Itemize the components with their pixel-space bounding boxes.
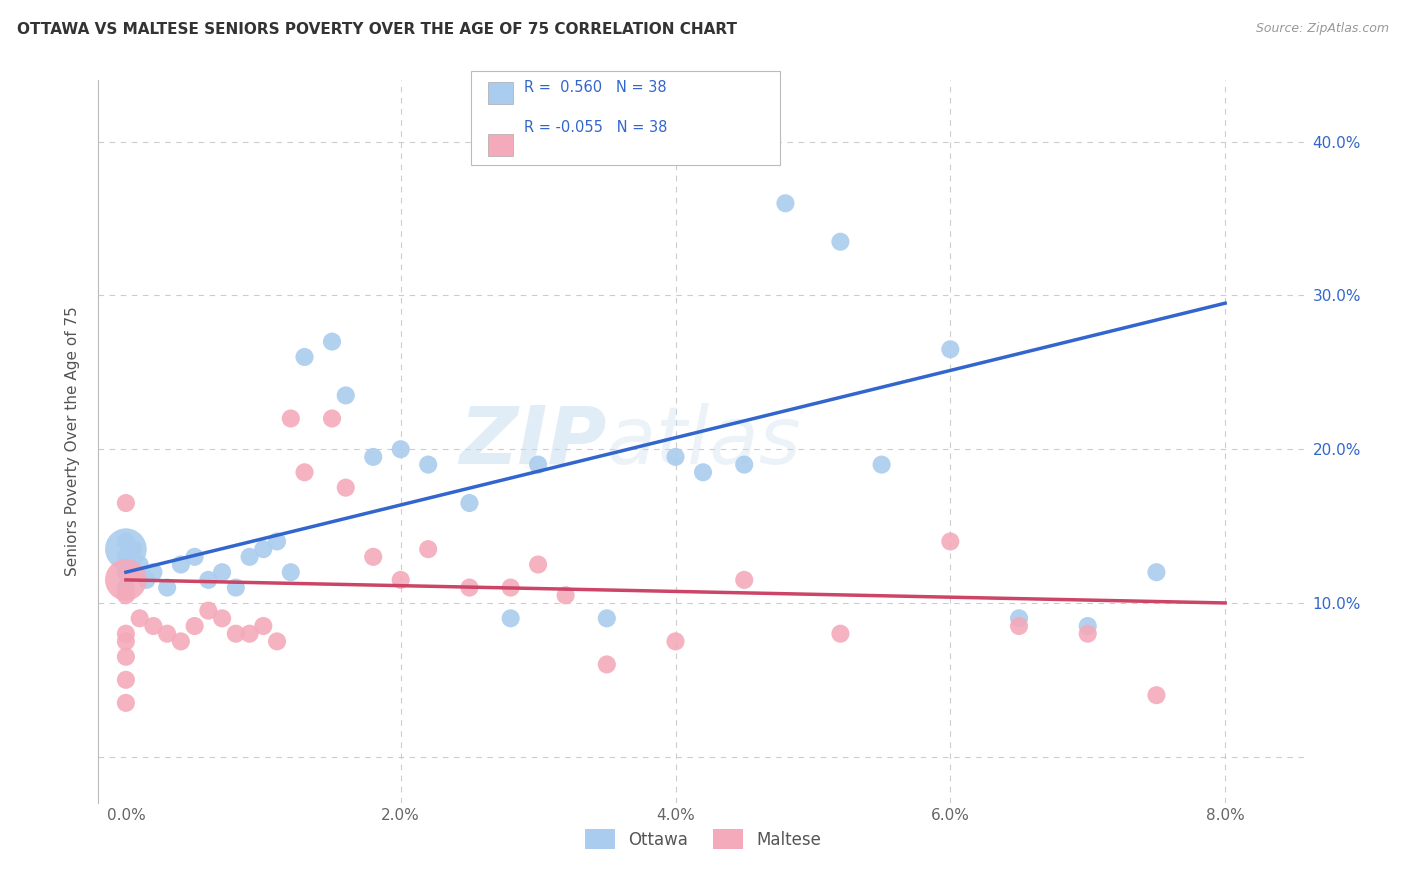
Text: R =  0.560   N = 38: R = 0.560 N = 38 [524, 80, 666, 95]
Point [135, 573, 157, 587]
Point [1146, 688, 1168, 702]
Point [115, 496, 138, 510]
Point [197, 604, 219, 618]
Point [115, 534, 138, 549]
Point [596, 611, 619, 625]
Point [458, 496, 481, 510]
Point [121, 565, 143, 579]
Point [321, 411, 343, 425]
Point [156, 626, 179, 640]
Point [733, 458, 755, 472]
Point [335, 481, 357, 495]
Point [121, 542, 143, 557]
Point [211, 611, 233, 625]
Point [170, 558, 193, 572]
Point [1146, 565, 1168, 579]
Point [321, 334, 343, 349]
Point [225, 626, 247, 640]
Point [142, 565, 165, 579]
Point [156, 581, 179, 595]
Point [115, 673, 138, 687]
Point [142, 619, 165, 633]
Point [115, 573, 138, 587]
Point [294, 465, 316, 479]
Point [197, 573, 219, 587]
Point [830, 235, 852, 249]
Text: ZIP: ZIP [458, 402, 606, 481]
Point [939, 534, 962, 549]
Point [115, 581, 138, 595]
Point [499, 581, 522, 595]
Text: R = -0.055   N = 38: R = -0.055 N = 38 [524, 120, 668, 136]
Point [115, 565, 138, 579]
Point [1008, 619, 1031, 633]
Point [183, 549, 205, 564]
Point [499, 611, 522, 625]
Text: OTTAWA VS MALTESE SENIORS POVERTY OVER THE AGE OF 75 CORRELATION CHART: OTTAWA VS MALTESE SENIORS POVERTY OVER T… [17, 22, 737, 37]
Point [170, 634, 193, 648]
Point [733, 573, 755, 587]
Point [418, 542, 440, 557]
Point [280, 565, 302, 579]
Point [294, 350, 316, 364]
Point [239, 626, 262, 640]
Point [280, 411, 302, 425]
Point [554, 588, 576, 602]
Legend: Ottawa, Maltese: Ottawa, Maltese [578, 822, 828, 856]
Point [128, 611, 150, 625]
Point [939, 343, 962, 357]
Point [115, 626, 138, 640]
Point [775, 196, 797, 211]
Point [664, 450, 686, 464]
Point [527, 558, 550, 572]
Point [335, 388, 357, 402]
Y-axis label: Seniors Poverty Over the Age of 75: Seniors Poverty Over the Age of 75 [65, 307, 80, 576]
Point [870, 458, 893, 472]
Point [266, 534, 288, 549]
Point [361, 450, 384, 464]
Point [418, 458, 440, 472]
Point [1008, 611, 1031, 625]
Point [527, 458, 550, 472]
Point [596, 657, 619, 672]
Point [115, 696, 138, 710]
Point [458, 581, 481, 595]
Point [115, 588, 138, 602]
Point [239, 549, 262, 564]
Text: atlas: atlas [606, 402, 801, 481]
Point [361, 549, 384, 564]
Point [115, 549, 138, 564]
Point [1077, 619, 1099, 633]
Point [252, 619, 274, 633]
Point [1077, 626, 1099, 640]
Point [211, 565, 233, 579]
Point [389, 442, 412, 457]
Point [266, 634, 288, 648]
Text: Source: ZipAtlas.com: Source: ZipAtlas.com [1256, 22, 1389, 36]
Point [115, 542, 138, 557]
Point [128, 558, 150, 572]
Point [664, 634, 686, 648]
Point [830, 626, 852, 640]
Point [692, 465, 714, 479]
Point [115, 649, 138, 664]
Point [225, 581, 247, 595]
Point [252, 542, 274, 557]
Point [389, 573, 412, 587]
Point [183, 619, 205, 633]
Point [115, 634, 138, 648]
